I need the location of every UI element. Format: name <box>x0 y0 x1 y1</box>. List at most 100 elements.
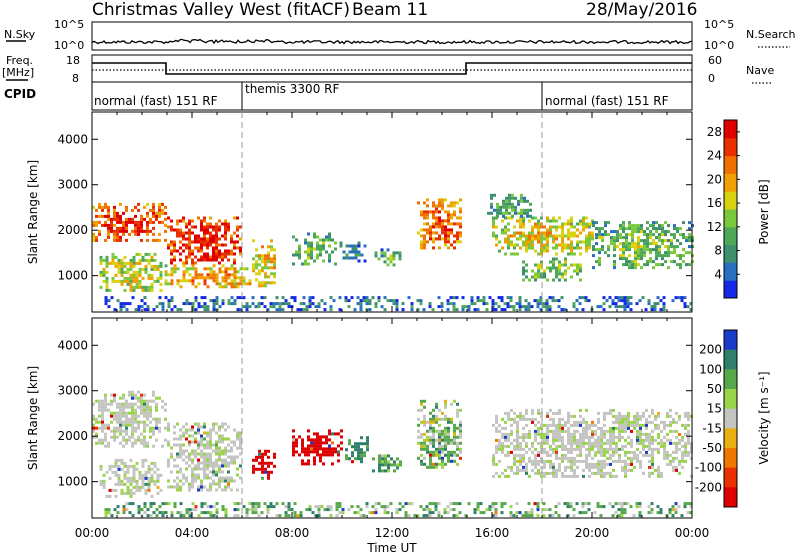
heatmap-cell <box>531 450 534 454</box>
heatmap-cell <box>191 219 194 223</box>
heatmap-cell <box>107 205 110 209</box>
heatmap-cell <box>119 305 123 309</box>
heatmap-cell <box>551 296 555 300</box>
heatmap-cell <box>107 402 110 406</box>
heatmap-cell <box>215 255 218 259</box>
heatmap-cell <box>158 296 162 300</box>
heatmap-cell <box>679 233 682 237</box>
heatmap-cell <box>125 308 129 312</box>
heatmap-cell <box>613 242 616 246</box>
heatmap-cell <box>588 231 591 235</box>
heatmap-cell <box>191 428 194 432</box>
heatmap-cell <box>438 210 441 214</box>
heatmap-cell <box>653 308 657 312</box>
heatmap-cell <box>116 235 119 239</box>
heatmap-cell <box>156 467 160 471</box>
heatmap-cell <box>114 458 118 462</box>
heatmap-cell <box>206 434 209 438</box>
heatmap-cell <box>432 441 435 445</box>
heatmap-cell <box>528 278 531 282</box>
heatmap-cell <box>461 305 465 309</box>
heatmap-cell <box>122 511 126 515</box>
heatmap-cell <box>432 237 435 241</box>
heatmap-cell <box>555 275 558 279</box>
velocity-colorbar-swatch <box>724 408 737 429</box>
heatmap-cell <box>182 476 185 480</box>
heatmap-cell <box>631 236 634 240</box>
heatmap-cell <box>191 308 195 312</box>
heatmap-cell <box>230 302 234 306</box>
heatmap-cell <box>215 458 218 462</box>
heatmap-cell <box>549 429 552 433</box>
heatmap-cell <box>585 216 588 220</box>
heatmap-cell <box>621 459 624 463</box>
heatmap-cell <box>123 491 127 495</box>
heatmap-cell <box>200 505 204 509</box>
heatmap-cell <box>128 417 131 421</box>
heatmap-cell <box>579 414 582 418</box>
heatmap-cell <box>524 305 528 309</box>
heatmap-cell <box>660 420 663 424</box>
heatmap-cell <box>307 232 310 236</box>
heatmap-cell <box>319 253 322 257</box>
heatmap-cell <box>667 248 670 252</box>
heatmap-cell <box>252 266 255 270</box>
heatmap-cell <box>197 258 200 262</box>
heatmap-cell <box>116 417 119 421</box>
heatmap-cell <box>684 450 687 454</box>
heatmap-cell <box>622 251 625 255</box>
heatmap-cell <box>435 222 438 226</box>
heatmap-cell <box>98 408 101 412</box>
heatmap-cell <box>209 505 213 509</box>
heatmap-cell <box>203 216 206 220</box>
heatmap-cell <box>191 267 195 271</box>
heatmap-cell <box>236 431 239 435</box>
heatmap-cell <box>447 213 450 217</box>
heatmap-cell <box>651 471 654 475</box>
heatmap-cell <box>236 228 239 232</box>
heatmap-cell <box>507 243 510 247</box>
heatmap-cell <box>156 279 160 283</box>
heatmap-cell <box>164 238 167 242</box>
heatmap-cell <box>609 426 612 430</box>
heatmap-cell <box>116 511 120 515</box>
heatmap-cell <box>143 420 146 424</box>
heatmap-cell <box>368 302 372 306</box>
heatmap-cell <box>215 449 218 453</box>
velocity-colorbar-tick: 50 <box>707 382 722 396</box>
heatmap-cell <box>438 429 441 433</box>
heatmap-cell <box>224 237 227 241</box>
heatmap-cell <box>374 305 378 309</box>
heatmap-cell <box>122 444 125 448</box>
heatmap-cell <box>147 276 151 280</box>
heatmap-cell <box>273 263 276 267</box>
heatmap-cell <box>357 259 361 263</box>
heatmap-cell <box>525 423 528 427</box>
heatmap-cell <box>224 222 227 226</box>
heatmap-cell <box>657 426 660 430</box>
heatmap-cell <box>572 514 576 518</box>
heatmap-cell <box>383 511 387 515</box>
heatmap-cell <box>261 281 264 285</box>
heatmap-cell <box>688 227 691 231</box>
heatmap-cell <box>245 302 249 306</box>
heatmap-cell <box>128 217 131 221</box>
heatmap-cell <box>638 505 642 509</box>
heatmap-cell <box>456 441 459 445</box>
heatmap-cell <box>609 429 612 433</box>
heatmap-cell <box>675 435 678 439</box>
heatmap-cell <box>534 465 537 469</box>
heatmap-cell <box>453 246 456 250</box>
y-tick-label: 3000 <box>57 384 88 398</box>
heatmap-cell <box>609 453 612 457</box>
heatmap-cell <box>143 411 146 415</box>
heatmap-cell <box>344 299 348 303</box>
heatmap-cell <box>627 468 630 472</box>
heatmap-cell <box>395 511 399 515</box>
heatmap-cell <box>239 443 242 447</box>
heatmap-cell <box>496 205 499 209</box>
heatmap-cell <box>185 279 189 283</box>
heatmap-cell <box>230 440 233 444</box>
heatmap-cell <box>625 257 628 261</box>
heatmap-cell <box>307 462 310 466</box>
